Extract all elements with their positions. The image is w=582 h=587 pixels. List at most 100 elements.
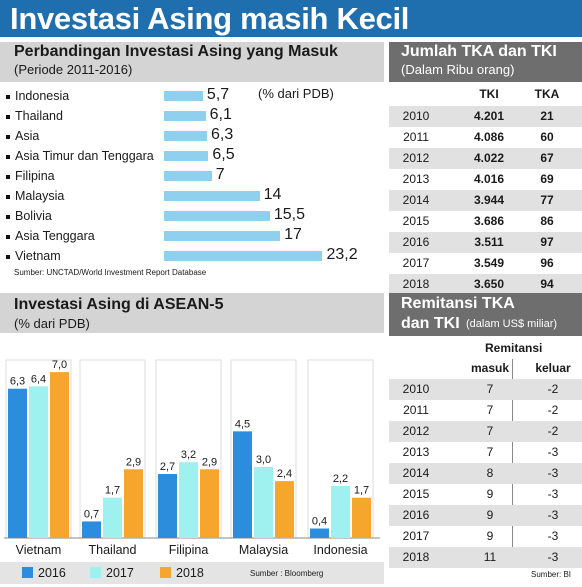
fdi-comparison-unit: (% dari PDB) [258,86,334,101]
fdi-category-label: Malaysia [6,189,64,203]
keluar-cell: -3 [547,550,559,564]
remittance-divider [512,359,513,564]
masuk-cell: 9 [486,487,494,501]
table-row: 2010 7 -2 [389,379,582,400]
asean-value-label: 1,7 [105,485,120,497]
asean-bar-2017 [103,497,122,538]
tka-cell: 67 [540,151,554,165]
fdi-category-label: Filipina [6,169,55,183]
fdi-comparison-title: Perbandingan Investasi Asing yang Masuk [14,43,338,60]
fdi-bar [164,211,270,221]
tki-cell: 4.086 [473,130,505,144]
fdi-value-label: 7 [215,166,225,183]
page-title: Investasi Asing masih Kecil [10,1,410,36]
fdi-bar [164,151,209,161]
masuk-cell: 8 [486,466,494,480]
remittance-source: Sumber: BI [531,570,572,579]
tka-cell: 69 [540,172,554,186]
asean-bar-2016 [158,474,177,538]
fdi-category-label: Asia Timur dan Tenggara [6,149,154,163]
asean-value-label: 2,4 [277,468,292,480]
asean-value-label: 1,7 [354,485,369,497]
table-row: 2018 11 -3 [389,547,582,568]
asean-bar-2018 [352,497,371,538]
asean5-chart: 6,3 6,4 7,0 Vietnam 0,7 1,7 2,9 Thailand 2,7 3,2 2… [0,359,384,584]
year-cell: 2015 [402,214,430,228]
tka-cell: 86 [540,214,554,228]
tki-cell: 3.686 [473,214,505,228]
remittance-title-line2: dan TKI [401,315,460,332]
asean-category-label: Malaysia [239,543,288,557]
year-cell: 2012 [402,424,430,438]
table-row: 2014 8 -3 [389,463,582,484]
fdi-category-label: Asia Tenggara [6,229,95,243]
legend-label-2017: 2017 [106,566,134,580]
fdi-comparison-source: Sumber: UNCTAD/World Investment Report D… [14,268,207,277]
masuk-column-header: masuk [470,361,510,375]
masuk-cell: 7 [486,424,494,438]
fdi-value-label: 6,5 [212,146,235,163]
asean-value-label: 7,0 [52,359,67,371]
year-cell: 2010 [402,109,430,123]
tki-cell: 4.016 [473,172,505,186]
fdi-category-label: Vietnam [6,249,61,263]
fdi-bar [164,91,203,101]
tka-cell: 94 [540,277,554,291]
asean5-source: Sumber : Bloomberg [250,569,323,578]
tka-cell: 60 [540,130,554,144]
tka-cell: 77 [540,193,554,207]
title-bar [0,0,582,37]
asean-bar-2018 [124,469,143,538]
year-cell: 2014 [402,466,430,480]
table-row: 2018 3.650 94 [389,274,582,295]
asean-bar-2018 [275,481,294,538]
remittance-title-unit: (dalam US$ miliar) [466,318,558,330]
year-cell: 2016 [402,508,430,522]
fdi-bar [164,111,206,121]
table-row: 2017 3.549 96 [389,253,582,274]
asean-value-label: 2,2 [333,473,348,485]
keluar-column-header: keluar [535,361,571,375]
masuk-cell: 9 [486,508,494,522]
year-cell: 2015 [402,487,430,501]
table-row: 2015 3.686 86 [389,211,582,232]
remittance-header [389,293,582,336]
table-row: 2011 7 -2 [389,400,582,421]
asean-value-label: 0,7 [84,508,99,520]
table-row: 2012 7 -2 [389,421,582,442]
legend-swatch-2017 [90,567,101,578]
asean-value-label: 6,4 [31,373,46,385]
year-cell: 2011 [403,130,429,144]
asean5-subtitle: (% dari PDB) [14,316,90,331]
asean-bar-2017 [331,485,350,538]
masuk-cell: 7 [486,445,494,459]
year-cell: 2018 [402,550,430,564]
asean-value-label: 0,4 [312,516,327,528]
asean-category-label: Indonesia [313,543,367,557]
table-row: 2017 9 -3 [389,526,582,547]
fdi-value-label: 15,5 [273,206,305,223]
asean-bar-2017 [254,466,273,538]
asean-bar-2018 [200,469,219,538]
table-row: 2011 4.086 60 [389,127,582,148]
asean-category-label: Vietnam [16,543,62,557]
tki-cell: 3.549 [473,256,505,270]
year-cell: 2012 [402,151,430,165]
fdi-comparison-subtitle: (Periode 2011-2016) [14,62,133,77]
fdi-comparison-header [0,42,384,82]
asean-value-label: 2,7 [160,461,175,473]
year-cell: 2013 [402,172,430,186]
fdi-value-label: 17 [284,226,302,243]
tki-cell: 4.201 [473,109,505,123]
fdi-bar [164,191,260,201]
masuk-cell: 7 [486,403,494,417]
keluar-cell: -2 [547,403,559,417]
asean-value-label: 6,3 [10,376,25,388]
fdi-value-label: 14 [263,186,282,203]
remittance-title-line1: Remitansi TKA [401,295,515,312]
asean-bar-2016 [310,528,329,538]
tki-cell: 4.022 [473,151,505,165]
fdi-bar [164,171,212,181]
tka-cell: 97 [540,235,554,249]
keluar-cell: -3 [547,445,559,459]
